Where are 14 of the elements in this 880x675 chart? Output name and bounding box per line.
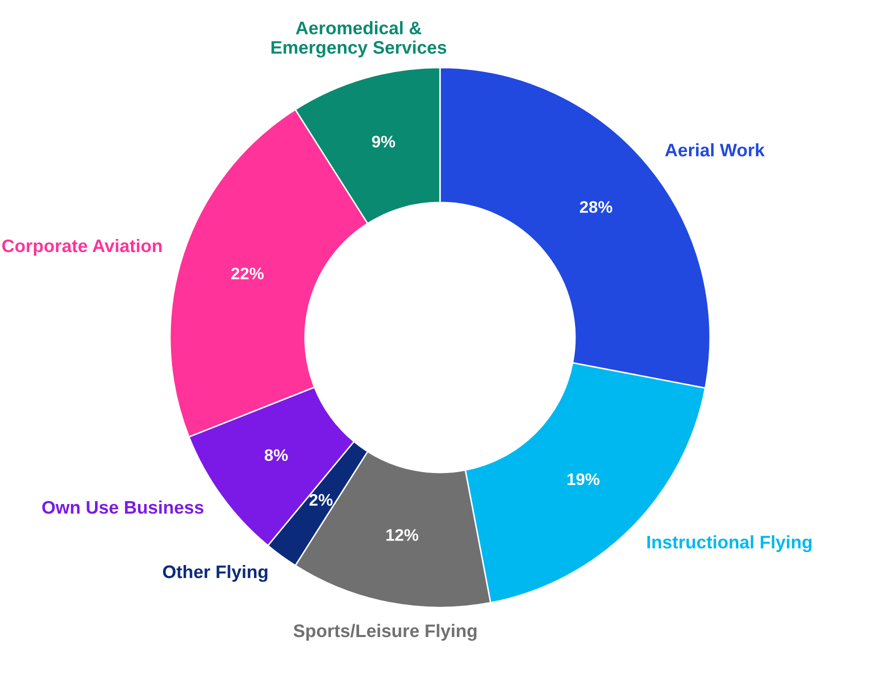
data-label: 22% — [231, 268, 264, 280]
slice-label: Own Use Business — [42, 500, 204, 514]
data-label: 8% — [264, 449, 288, 461]
slice-label: Other Flying — [163, 564, 268, 582]
data-label: 9% — [372, 136, 396, 148]
slice-label: Sports/Leisure Flying — [294, 624, 476, 641]
slice-label: Instructional Flying — [647, 535, 812, 552]
slice-label: Aerial Work — [665, 143, 765, 156]
data-label: 2% — [310, 494, 333, 506]
data-label: 12% — [386, 529, 418, 541]
slice-label: Aeromedical & Emergency Services — [272, 21, 446, 58]
slice-label: Corporate Aviation — [2, 238, 162, 256]
data-label: 28% — [580, 201, 612, 213]
data-label: 19% — [568, 473, 600, 486]
